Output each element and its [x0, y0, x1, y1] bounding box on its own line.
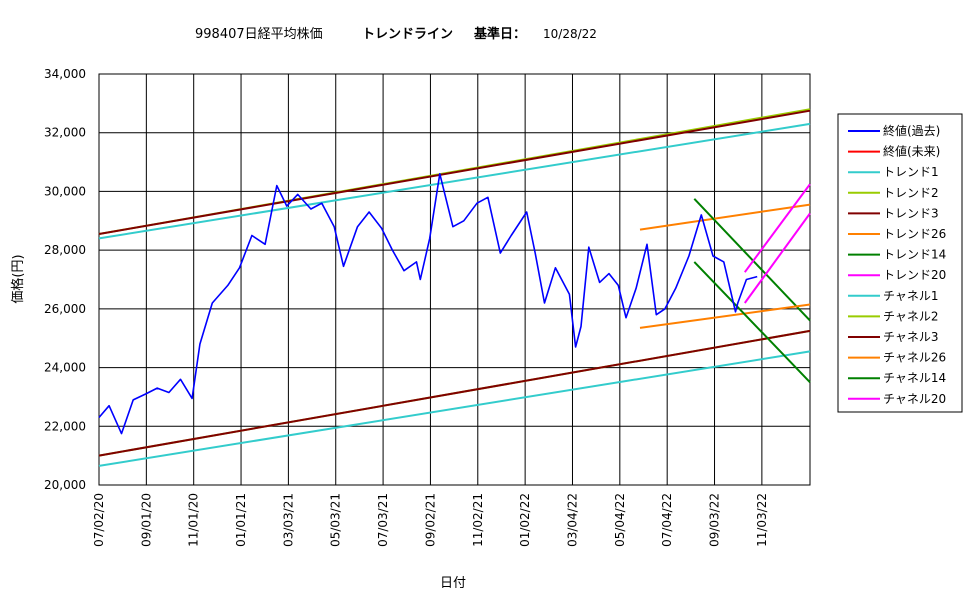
- series-line: [639, 303, 811, 329]
- series-line: [743, 183, 811, 273]
- x-tick-label: 03/03/21: [281, 493, 295, 547]
- legend-label: チャネル1: [883, 289, 939, 303]
- y-tick-label: 28,000: [44, 243, 86, 257]
- title-code: 998407日経平均株価: [195, 27, 323, 42]
- x-tick-label: 07/04/22: [660, 493, 674, 547]
- y-tick-label: 26,000: [44, 302, 86, 316]
- y-tick-label: 20,000: [44, 478, 86, 492]
- legend-label: チャネル20: [883, 392, 946, 406]
- title-base-label: 基準日：: [473, 26, 526, 42]
- x-tick-label: 07/03/21: [376, 493, 390, 547]
- series-line: [98, 329, 811, 457]
- legend-label: トレンド26: [883, 227, 946, 241]
- x-tick-label: 01/01/21: [234, 493, 248, 547]
- legend-label: チャネル2: [883, 309, 939, 323]
- legend-label: トレンド2: [883, 186, 939, 200]
- series-line: [98, 350, 811, 467]
- legend-label: トレンド3: [883, 206, 939, 220]
- x-tick-label: 09/02/21: [423, 493, 437, 547]
- y-axis-ticks: 20,000 22,000 24,000 26,000 28,000 30,000 32,0…: [44, 67, 86, 492]
- legend-label: トレンド14: [883, 248, 946, 262]
- series-line: [693, 198, 811, 322]
- title-base-date: 10/28/22: [543, 27, 597, 41]
- series-layer: [98, 108, 811, 467]
- y-axis-title: 価格(円): [10, 254, 26, 303]
- y-tick-label: 32,000: [44, 126, 86, 140]
- legend-label: チャネル3: [883, 330, 939, 344]
- title-main: トレンドライン: [362, 27, 453, 42]
- x-tick-label: 11/02/21: [471, 493, 485, 547]
- legend-box: [837, 113, 963, 413]
- y-tick-label: 24,000: [44, 361, 86, 375]
- series-line: [98, 122, 811, 240]
- x-tick-label: 03/04/22: [565, 493, 579, 547]
- x-axis-title: 日付: [440, 576, 466, 591]
- x-tick-label: 05/03/21: [329, 493, 343, 547]
- x-tick-label: 01/02/22: [518, 493, 532, 547]
- x-tick-label: 05/04/22: [613, 493, 627, 547]
- x-tick-label: 07/02/20: [92, 493, 106, 547]
- x-tick-label: 09/03/22: [708, 493, 722, 547]
- series-line: [693, 261, 811, 383]
- legend-label: チャネル26: [883, 351, 946, 365]
- series-line: [98, 173, 758, 435]
- gridlines: [99, 74, 810, 485]
- legend-label: 終値(過去): [883, 123, 940, 138]
- legend-label: チャネル14: [883, 371, 946, 385]
- legend-items: 終値(過去) 終値(未来) トレンド1 トレンド2 トレンド3 トレンド26 トレンド14 ト…: [848, 123, 946, 406]
- x-tick-label: 09/01/20: [139, 493, 153, 547]
- legend-label: 終値(未来): [883, 144, 940, 159]
- series-line: [743, 212, 811, 304]
- y-tick-label: 22,000: [44, 419, 86, 433]
- series-line: [639, 203, 811, 231]
- y-tick-label: 30,000: [44, 184, 86, 198]
- legend: 終値(過去) 終値(未来) トレンド1 トレンド2 トレンド3 トレンド26 トレンド14 ト…: [837, 113, 963, 413]
- plot-area: [98, 73, 811, 486]
- series-line: [98, 109, 811, 235]
- legend-label: トレンド20: [883, 268, 946, 282]
- x-axis-ticks: 07/02/20 09/01/20 11/01/20 01/01/21 03/03/21…: [92, 493, 769, 547]
- x-tick-label: 11/01/20: [187, 493, 201, 547]
- chart-title: 998407日経平均株価 トレンドライン 基準日： 10/28/22: [195, 26, 597, 42]
- x-tick-label: 11/03/22: [755, 493, 769, 547]
- y-tick-label: 34,000: [44, 67, 86, 81]
- legend-label: トレンド1: [883, 165, 939, 179]
